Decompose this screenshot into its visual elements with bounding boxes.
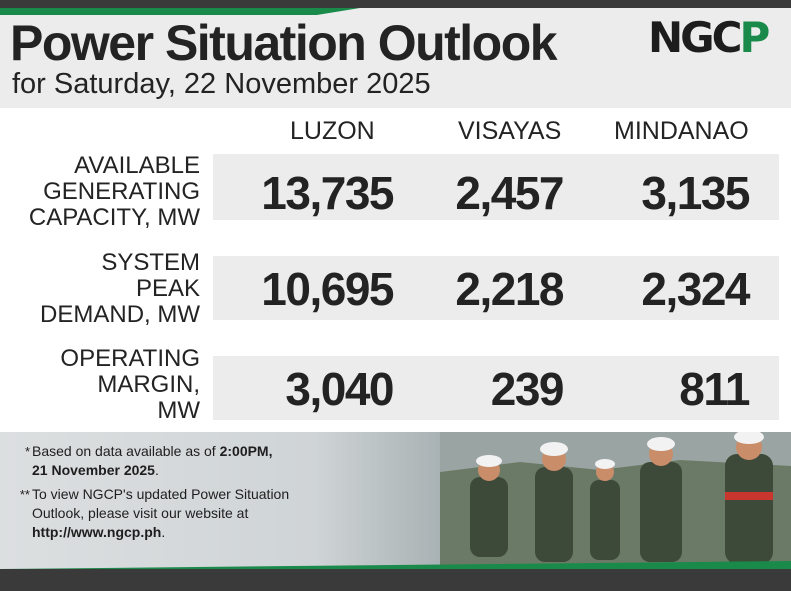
footnote-website: ** To view NGCP's updated Power Situatio… xyxy=(20,485,290,542)
ngcp-logo: NGCP xyxy=(648,16,780,60)
row-label-line: MARGIN, xyxy=(97,371,200,398)
value-demand-luzon: 10,695 xyxy=(261,263,394,315)
row-label-capacity: AVAILABLE GENERATING CAPACITY, MW xyxy=(29,153,200,231)
footnote-marker: ** xyxy=(19,487,30,502)
website-link[interactable]: http://www.ngcp.ph xyxy=(32,524,162,540)
footnote-text: Based on data available as of xyxy=(32,443,220,459)
row-label-margin: OPERATING MARGIN, MW xyxy=(60,346,200,424)
column-header-mindanao: MINDANAO xyxy=(614,117,749,145)
column-header-luzon: LUZON xyxy=(290,117,375,145)
row-label-line: PEAK xyxy=(135,275,200,302)
value-capacity-visayas: 2,457 xyxy=(455,167,564,219)
value-capacity-luzon: 13,735 xyxy=(261,167,394,219)
top-dark-bar xyxy=(0,0,791,8)
row-band-demand xyxy=(213,256,779,320)
footnote-punct: . xyxy=(161,524,166,540)
top-green-accent xyxy=(0,8,360,15)
row-label-line: OPERATING xyxy=(60,345,200,372)
row-label-line: CAPACITY, MW xyxy=(28,204,200,231)
header-band xyxy=(0,8,791,108)
footnote-date: 21 November 2025 xyxy=(32,462,155,478)
row-label-demand: SYSTEM PEAK DEMAND, MW xyxy=(40,250,200,328)
value-demand-mindanao: 2,324 xyxy=(641,263,750,315)
page-title: Power Situation Outlook xyxy=(10,15,558,71)
bottom-dark-bar xyxy=(0,569,791,591)
value-margin-mindanao: 811 xyxy=(679,363,750,415)
footnote-time: 2:00PM, xyxy=(219,443,273,459)
value-margin-luzon: 3,040 xyxy=(285,363,394,415)
footer-photo-band xyxy=(0,432,791,569)
column-header-visayas: VISAYAS xyxy=(458,117,562,145)
footnote-text: To view NGCP's updated Power Situation xyxy=(32,486,290,502)
value-demand-visayas: 2,218 xyxy=(455,263,564,315)
row-label-line: SYSTEM xyxy=(101,249,200,276)
footer-green-accent xyxy=(0,561,791,569)
value-margin-visayas: 239 xyxy=(490,363,565,415)
row-label-line: MW xyxy=(157,397,200,424)
logo-text-b: P xyxy=(739,13,770,62)
row-band-margin xyxy=(213,356,779,420)
row-label-line: DEMAND, MW xyxy=(40,301,200,328)
footnote-marker: * xyxy=(24,444,30,459)
logo-text-a: NGC xyxy=(648,13,742,62)
footnote-punct: . xyxy=(154,462,159,478)
footnote-data-time: * Based on data available as of 2:00PM, … xyxy=(25,442,273,480)
value-capacity-mindanao: 3,135 xyxy=(641,167,750,219)
page-subtitle: for Saturday, 22 November 2025 xyxy=(12,68,431,100)
row-label-line: AVAILABLE xyxy=(74,152,200,179)
row-band-capacity xyxy=(213,154,779,220)
footnote-text: Outlook, please visit our website at xyxy=(32,505,249,521)
row-label-line: GENERATING xyxy=(43,178,200,205)
workers-photo xyxy=(440,432,791,569)
